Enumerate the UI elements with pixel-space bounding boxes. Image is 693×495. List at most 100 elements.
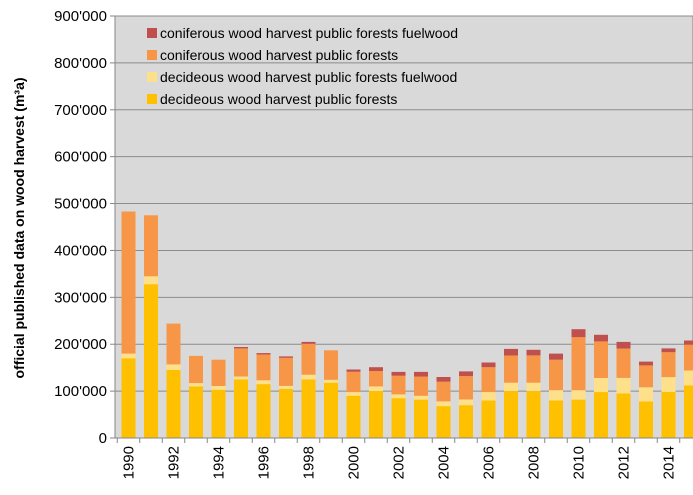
bar-segment xyxy=(482,401,496,439)
bar-segment xyxy=(549,390,563,400)
bar-segment xyxy=(684,341,693,345)
bar-segment xyxy=(662,348,676,352)
bar-segment xyxy=(572,329,586,337)
bar-segment xyxy=(189,356,203,383)
bar-segment xyxy=(167,364,181,370)
bar-segment xyxy=(527,356,541,383)
bar-segment xyxy=(347,396,361,438)
bar-segment xyxy=(144,284,158,438)
y-tick-label: 0 xyxy=(99,430,107,447)
x-tick-label: 2006 xyxy=(481,446,498,479)
bar-segment xyxy=(572,390,586,399)
x-tick-label: 2014 xyxy=(661,446,678,479)
bar-segment xyxy=(617,394,631,439)
bar-segment xyxy=(257,380,271,384)
y-tick-label: 800'000 xyxy=(54,55,107,72)
bar-segment xyxy=(684,386,693,439)
y-tick-label: 200'000 xyxy=(54,336,107,353)
bar-segment xyxy=(459,371,473,376)
y-tick-label: 900'000 xyxy=(54,8,107,25)
bar-segment xyxy=(212,386,226,390)
legend-swatch xyxy=(147,94,157,104)
y-tick-label: 100'000 xyxy=(54,383,107,400)
bar-segment xyxy=(459,376,473,399)
bar-segment xyxy=(437,401,451,406)
legend-label: decideous wood harvest public forests fu… xyxy=(160,69,457,85)
bar-segment xyxy=(459,405,473,438)
x-tick-label: 2010 xyxy=(571,446,588,479)
y-tick-label: 400'000 xyxy=(54,242,107,259)
bar-segment xyxy=(549,354,563,360)
bar-segment xyxy=(369,391,383,438)
legend-swatch xyxy=(147,28,157,38)
y-tick-label: 600'000 xyxy=(54,149,107,166)
bar-segment xyxy=(617,348,631,378)
x-tick-label: 2008 xyxy=(526,446,543,479)
x-tick-label: 2004 xyxy=(436,446,453,479)
bar-segment xyxy=(302,375,316,380)
x-tick-label: 1994 xyxy=(211,446,228,479)
bar-segment xyxy=(212,390,226,438)
bar-segment xyxy=(369,367,383,371)
bar-segment xyxy=(639,387,653,401)
bar-segment xyxy=(662,377,676,392)
bar-segment xyxy=(257,355,271,381)
bar-segment xyxy=(392,394,406,398)
x-tick-label: 2012 xyxy=(616,446,633,479)
bar-segment xyxy=(392,398,406,438)
y-tick-label: 300'000 xyxy=(54,289,107,306)
bar-segment xyxy=(234,379,248,438)
bar-segment xyxy=(414,372,428,377)
bar-segment xyxy=(167,370,181,438)
bar-segment xyxy=(234,377,248,380)
bar-segment xyxy=(414,396,428,400)
bar-segment xyxy=(279,358,293,386)
bar-segment xyxy=(549,360,563,391)
x-tick-label: 1992 xyxy=(166,446,183,479)
bar-segment xyxy=(459,400,473,406)
x-tick-label: 1996 xyxy=(256,446,273,479)
bar-segment xyxy=(279,356,293,357)
bar-segment xyxy=(279,389,293,438)
bar-segment xyxy=(369,386,383,391)
y-axis-title: official published data on wood harvest … xyxy=(11,77,27,378)
bar-segment xyxy=(504,356,518,383)
bar-segment xyxy=(234,347,248,348)
y-axis-ticks: 0100'000200'000300'000400'000500'000600'… xyxy=(54,8,115,447)
bar-segment xyxy=(594,378,608,392)
bar-segment xyxy=(257,384,271,438)
bar-segment xyxy=(594,392,608,438)
bar-segment xyxy=(639,362,653,366)
x-tick-label: 2000 xyxy=(346,446,363,479)
bar-segment xyxy=(234,348,248,376)
bar-segment xyxy=(482,363,496,368)
legend-label: coniferous wood harvest public forests xyxy=(160,47,398,63)
bar-segment xyxy=(684,345,693,371)
legend-label: coniferous wood harvest public forests f… xyxy=(160,25,458,41)
bar-segment xyxy=(504,383,518,391)
bar-segment xyxy=(482,392,496,400)
bar-segment xyxy=(437,406,451,438)
x-tick-label: 1990 xyxy=(121,446,138,479)
bar-segment xyxy=(437,382,451,402)
bar-segment xyxy=(122,212,136,354)
bar-segment xyxy=(369,371,383,387)
bar-segment xyxy=(572,337,586,390)
bar-segment xyxy=(414,400,428,438)
bar-segment xyxy=(122,354,136,359)
x-tick-label: 2002 xyxy=(391,446,408,479)
bar-segment xyxy=(392,376,406,395)
bar-segment xyxy=(167,324,181,365)
bar-segment xyxy=(302,344,316,375)
bar-segment xyxy=(437,377,451,382)
bar-segment xyxy=(684,371,693,386)
bar-segment xyxy=(662,352,676,377)
bar-segment xyxy=(594,341,608,378)
legend-swatch xyxy=(147,50,157,60)
bar-segment xyxy=(347,392,361,396)
bar-segment xyxy=(189,383,203,386)
y-tick-label: 700'000 xyxy=(54,102,107,119)
